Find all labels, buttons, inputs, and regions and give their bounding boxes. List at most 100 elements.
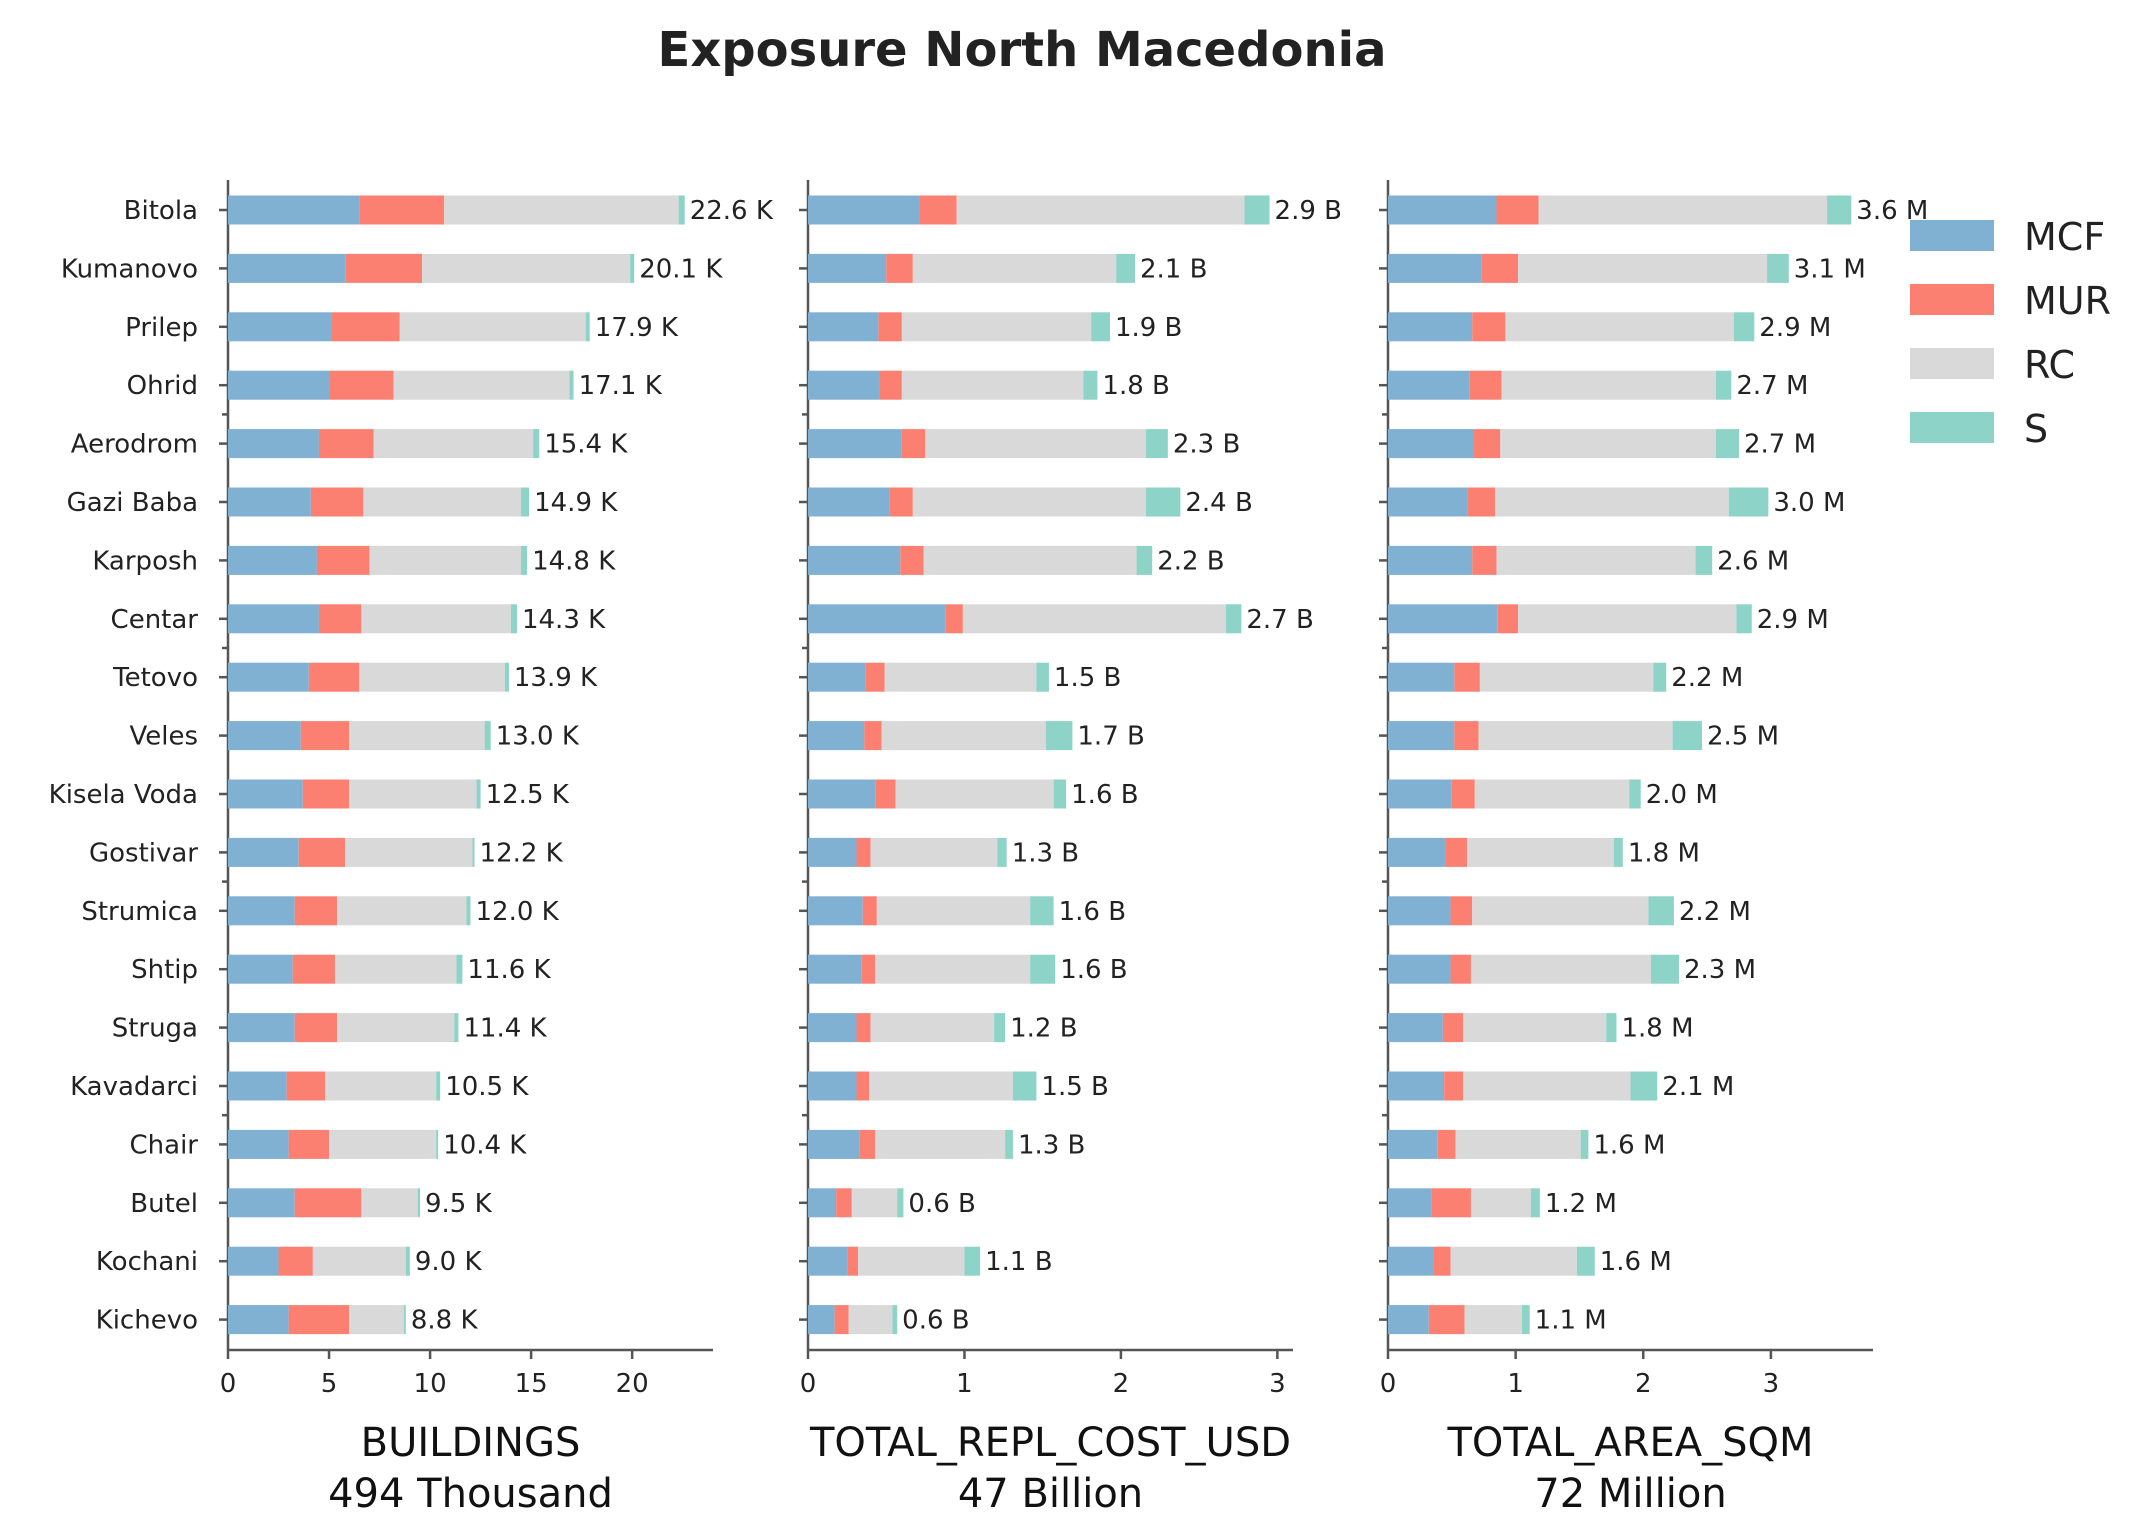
bar-mur-tetovo <box>1454 662 1480 692</box>
x-tick-label: 20 <box>616 1369 649 1399</box>
x-axis-sublabel: 72 Million <box>1534 1471 1726 1517</box>
bar-mur-ohrid <box>329 370 394 400</box>
bar-rc-kavadarci <box>869 1071 1013 1101</box>
category-label-gostivar: Gostivar <box>89 838 198 868</box>
category-label-bitola: Bitola <box>124 196 198 226</box>
bar-mcf-karposh <box>1388 545 1473 575</box>
bar-s-kisela-voda <box>1629 779 1641 809</box>
bar-s-karposh <box>1695 545 1713 575</box>
data-label-veles: 1.7 B <box>1077 722 1144 752</box>
data-label-karposh: 2.2 B <box>1157 546 1224 576</box>
x-tick-label: 0 <box>800 1369 817 1399</box>
legend-label-mcf: MCF <box>2024 215 2105 259</box>
category-label-karposh: Karposh <box>92 546 198 576</box>
bar-rc-strumica <box>337 896 467 926</box>
bar-s-kumanovo <box>630 253 635 283</box>
bar-rc-shtip <box>1470 954 1651 984</box>
bar-mcf-kichevo <box>1388 1305 1429 1335</box>
bar-rc-ohrid <box>393 370 570 400</box>
bar-s-ohrid <box>1716 370 1732 400</box>
bar-mcf-gazi-baba <box>808 487 890 517</box>
bar-mur-prilep <box>878 312 902 342</box>
bar-s-aerodrom <box>1716 429 1739 459</box>
bar-s-gostivar <box>472 837 475 867</box>
data-label-chair: 1.6 M <box>1593 1130 1665 1160</box>
data-label-kavadarci: 10.5 K <box>445 1072 529 1102</box>
bar-mur-gazi-baba <box>1467 487 1496 517</box>
bar-rc-gostivar <box>870 837 998 867</box>
bar-mur-kavadarci <box>286 1071 325 1101</box>
bar-s-veles <box>1045 721 1073 751</box>
bar-rc-veles <box>881 721 1046 751</box>
bar-rc-chair <box>1455 1129 1581 1159</box>
bar-mur-centar <box>1497 604 1519 634</box>
bar-s-kichevo <box>892 1305 898 1335</box>
bar-mur-strumica <box>1450 896 1473 926</box>
bar-rc-tetovo <box>359 662 505 692</box>
bar-rc-centar <box>361 604 511 634</box>
x-axis-label: TOTAL_REPL_COST_USD <box>809 1420 1291 1466</box>
bar-mcf-kavadarci <box>1388 1071 1445 1101</box>
bar-s-ohrid <box>1083 370 1098 400</box>
bar-s-butel <box>417 1188 420 1218</box>
bar-s-gazi-baba <box>521 487 530 517</box>
data-label-strumica: 1.6 B <box>1059 897 1126 927</box>
bar-mcf-centar <box>1388 604 1498 634</box>
bar-mur-struga <box>1442 1013 1464 1043</box>
x-tick-label: 2 <box>1635 1369 1652 1399</box>
data-label-struga: 11.4 K <box>463 1014 547 1044</box>
data-label-prilep: 1.9 B <box>1115 313 1182 343</box>
data-label-aerodrom: 2.7 M <box>1744 430 1816 460</box>
bar-rc-kavadarci <box>1463 1071 1631 1101</box>
bar-s-centar <box>1736 604 1752 634</box>
x-tick-label: 15 <box>515 1369 548 1399</box>
bar-mcf-ohrid <box>1388 370 1470 400</box>
bar-rc-struga <box>337 1013 455 1043</box>
legend-label-rc: RC <box>2024 343 2075 387</box>
data-label-centar: 2.7 B <box>1246 605 1313 635</box>
bar-rc-bitola <box>956 195 1245 225</box>
bar-rc-kochani <box>1450 1246 1577 1276</box>
bar-rc-gazi-baba <box>363 487 522 517</box>
x-tick-label: 1 <box>1507 1369 1524 1399</box>
bar-rc-struga <box>1463 1013 1607 1043</box>
bar-mur-ohrid <box>1469 370 1502 400</box>
bar-mcf-prilep <box>228 312 332 342</box>
x-tick-label: 3 <box>1269 1369 1286 1399</box>
data-label-karposh: 14.8 K <box>532 546 616 576</box>
bar-rc-karposh <box>1496 545 1696 575</box>
x-tick-label: 5 <box>321 1369 338 1399</box>
data-label-tetovo: 1.5 B <box>1054 663 1121 693</box>
bar-mur-kichevo <box>1428 1305 1465 1335</box>
bar-mcf-gostivar <box>228 837 299 867</box>
category-label-prilep: Prilep <box>125 313 198 343</box>
bar-rc-aerodrom <box>925 429 1146 459</box>
legend-swatch-s <box>1910 412 1994 443</box>
data-label-veles: 13.0 K <box>496 722 580 752</box>
bar-s-centar <box>510 604 517 634</box>
bar-s-karposh <box>1136 545 1153 575</box>
bar-mur-kumanovo <box>1481 253 1519 283</box>
bar-s-kisela-voda <box>1053 779 1067 809</box>
bar-mur-chair <box>1437 1129 1456 1159</box>
data-label-karposh: 2.6 M <box>1717 546 1789 576</box>
data-label-ohrid: 2.7 M <box>1736 371 1808 401</box>
data-label-shtip: 1.6 B <box>1060 955 1127 985</box>
bar-s-aerodrom <box>1145 429 1168 459</box>
bar-s-chair <box>436 1129 439 1159</box>
bar-mcf-chair <box>1388 1129 1438 1159</box>
data-label-tetovo: 13.9 K <box>514 663 598 693</box>
bar-mcf-struga <box>1388 1013 1443 1043</box>
bar-rc-chair <box>875 1129 1006 1159</box>
chart-legend: MCF MUR RC S <box>1910 215 2111 451</box>
bar-mur-butel <box>836 1188 852 1218</box>
chart-panels: Bitola 22.6 K Kumanovo 20.1 K Prilep 17.9 K Oh… <box>49 180 1928 1517</box>
bar-s-tetovo <box>1653 662 1667 692</box>
bar-mcf-kisela-voda <box>808 779 876 809</box>
x-tick-label: 0 <box>1380 1369 1397 1399</box>
data-label-bitola: 2.9 B <box>1275 196 1342 226</box>
bar-mcf-kisela-voda <box>1388 779 1452 809</box>
bar-mcf-karposh <box>808 545 901 575</box>
bar-rc-kavadarci <box>325 1071 437 1101</box>
bar-mcf-aerodrom <box>808 429 902 459</box>
